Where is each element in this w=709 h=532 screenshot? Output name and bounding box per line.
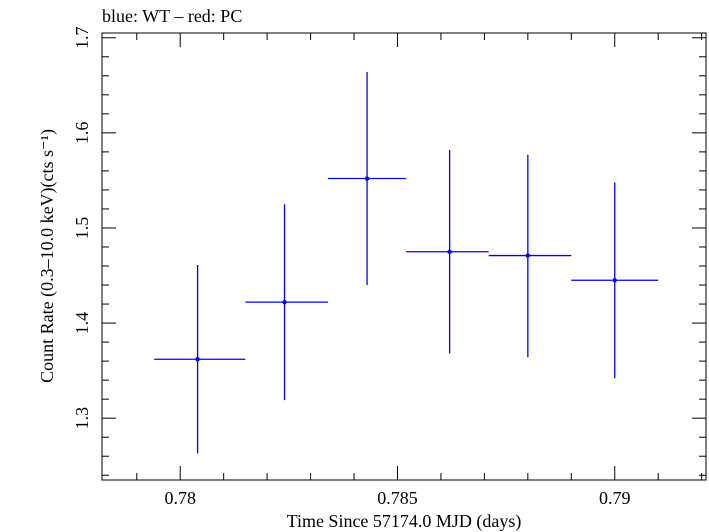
x-tick-label: 0.79 — [599, 488, 631, 508]
data-marker — [447, 249, 452, 254]
y-tick-label: 1.6 — [72, 122, 92, 145]
axis-ticks — [102, 33, 706, 480]
data-marker — [364, 176, 370, 181]
data-point — [154, 265, 246, 454]
plot-frame — [101, 32, 707, 481]
y-tick-label: 1.4 — [72, 312, 92, 335]
data-point — [327, 71, 407, 286]
data-marker — [612, 278, 617, 283]
data-point — [571, 182, 659, 379]
data-point — [245, 204, 328, 401]
y-tick-label: 1.3 — [72, 407, 92, 430]
tick-labels: 0.78 0.785 0.79 1.3 1.4 1.5 1.6 1.7 — [72, 27, 630, 508]
x-tick-label: 0.785 — [377, 488, 418, 508]
y-axis-label: Count Rate (0.3–10.0 keV)(cts s⁻¹) — [37, 129, 58, 383]
data-marker — [282, 299, 287, 305]
data-series — [154, 71, 659, 454]
data-marker — [195, 357, 200, 362]
y-tick-label: 1.5 — [72, 217, 92, 240]
x-tick-label: 0.78 — [164, 488, 196, 508]
data-point — [406, 149, 489, 354]
data-point — [488, 154, 572, 358]
y-tick-label: 1.7 — [72, 27, 92, 50]
chart-title: blue: WT – red: PC — [102, 6, 242, 26]
data-marker — [525, 253, 531, 258]
x-axis-label: Time Since 57174.0 MJD (days) — [287, 511, 522, 532]
